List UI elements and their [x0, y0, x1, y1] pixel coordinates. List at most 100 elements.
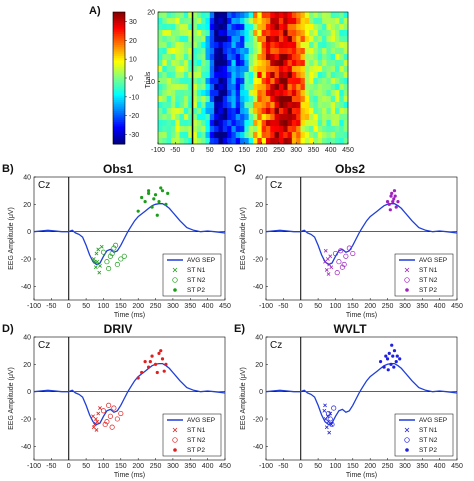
xtick-label: -50 — [46, 303, 56, 310]
heatmap-cell — [322, 114, 327, 121]
heatmap-cell — [183, 66, 189, 73]
heatmap-cell — [330, 30, 336, 37]
heatmap-cell — [270, 126, 275, 133]
heatmap-cell — [304, 96, 310, 103]
heatmap-cell — [188, 66, 193, 73]
colorbar-segment — [113, 137, 125, 141]
heatmap-cell — [244, 84, 250, 91]
heatmap-cell — [296, 72, 301, 79]
heatmap-cell — [192, 78, 198, 85]
heatmap-cell — [265, 78, 271, 85]
heatmap-cell — [335, 36, 340, 43]
heatmap-xtick-label: 450 — [342, 147, 354, 154]
heatmap-cell — [196, 48, 202, 55]
heatmap-cell — [227, 102, 232, 109]
legend-label: AVG SEP — [419, 417, 447, 424]
colorbar-segment — [113, 117, 125, 121]
heatmap-cell — [244, 108, 250, 115]
heatmap-cell — [175, 108, 180, 115]
heatmap-cell — [278, 30, 284, 37]
heatmap-cell — [231, 126, 237, 133]
xtick-label: 250 — [150, 463, 162, 470]
heatmap-cell — [322, 120, 327, 127]
heatmap-cell — [287, 36, 293, 43]
heatmap-cell — [214, 120, 219, 127]
p2-point — [392, 197, 396, 201]
heatmap-cell — [317, 72, 323, 79]
heatmap-cell — [175, 114, 180, 121]
heatmap-cell — [170, 66, 176, 73]
p2-point — [159, 349, 163, 353]
ytick-label: 0 — [259, 229, 263, 236]
heatmap-cell — [287, 138, 293, 145]
heatmap-cell — [192, 102, 198, 109]
heatmap-cell — [166, 54, 172, 61]
n2-point — [327, 416, 333, 422]
heatmap-cell — [291, 30, 297, 37]
colorbar-segment — [113, 34, 125, 37]
heatmap-cell — [162, 66, 168, 73]
heatmap-cell — [188, 42, 193, 49]
heatmap-cell — [209, 78, 215, 85]
heatmap-cell — [188, 84, 193, 91]
heatmap-cell — [231, 114, 237, 121]
heatmap-cell — [205, 60, 211, 67]
heatmap-cell — [218, 66, 224, 73]
p2-point — [143, 200, 147, 204]
heatmap-cell — [317, 60, 323, 67]
heatmap-axes: -100 -50 0 50 100 150 200 250 300 350 400 450 20 10 — [147, 10, 354, 155]
heatmap-cell — [188, 12, 193, 19]
heatmap-cell — [278, 120, 284, 127]
xtick-label: 200 — [364, 463, 376, 470]
heatmap-cell — [274, 48, 280, 55]
heatmap-cell — [166, 36, 172, 43]
heatmap-cell — [175, 54, 180, 61]
heatmap-cell — [287, 30, 293, 37]
heatmap-cell — [162, 42, 168, 49]
p2-point — [392, 189, 397, 193]
p2-point — [147, 189, 151, 193]
ytick-label: -20 — [253, 417, 263, 424]
heatmap-cell — [313, 90, 319, 97]
heatmap-cell — [205, 78, 211, 85]
heatmap-cell — [270, 78, 275, 85]
panel-label: E) — [234, 323, 245, 335]
legend-label: ST P2 — [187, 287, 205, 294]
heatmap-cell — [335, 24, 340, 31]
xtick-label: 350 — [416, 463, 428, 470]
heatmap-cell — [205, 48, 211, 55]
heatmap-cell — [300, 42, 306, 49]
n2-point — [113, 242, 119, 248]
heatmap-cell — [162, 138, 168, 145]
heatmap-cell — [270, 120, 275, 127]
colorbar-segment — [113, 49, 125, 53]
heatmap-cell — [313, 96, 319, 103]
heatmap-cell — [304, 126, 310, 133]
heatmap-cell — [326, 108, 332, 115]
heatmap-cell — [304, 120, 310, 127]
p2-point — [150, 205, 154, 209]
heatmap-cell — [265, 114, 271, 121]
heatmap-cell — [322, 90, 327, 97]
heatmap-cell — [291, 54, 297, 61]
heatmap-cell — [188, 78, 193, 85]
xtick-label: 50 — [314, 463, 322, 470]
legend-box — [394, 413, 454, 457]
heatmap-cell — [322, 72, 327, 79]
heatmap-cell — [253, 126, 258, 133]
heatmap-cell — [192, 54, 198, 61]
heatmap-cell — [253, 60, 258, 67]
heatmap-cell — [179, 132, 185, 139]
heatmap-cell — [192, 96, 198, 103]
heatmap-cell — [222, 66, 228, 73]
n2-point — [329, 421, 335, 428]
x-axis-label: Time (ms) — [114, 472, 145, 479]
heatmap-cell — [304, 84, 310, 91]
heatmap-cell — [322, 48, 327, 55]
ytick-label: -40 — [21, 444, 31, 451]
heatmap-cell — [270, 60, 275, 67]
legend-p2-swatch — [405, 288, 409, 292]
heatmap-cell — [214, 102, 219, 109]
n1-point — [91, 257, 96, 261]
